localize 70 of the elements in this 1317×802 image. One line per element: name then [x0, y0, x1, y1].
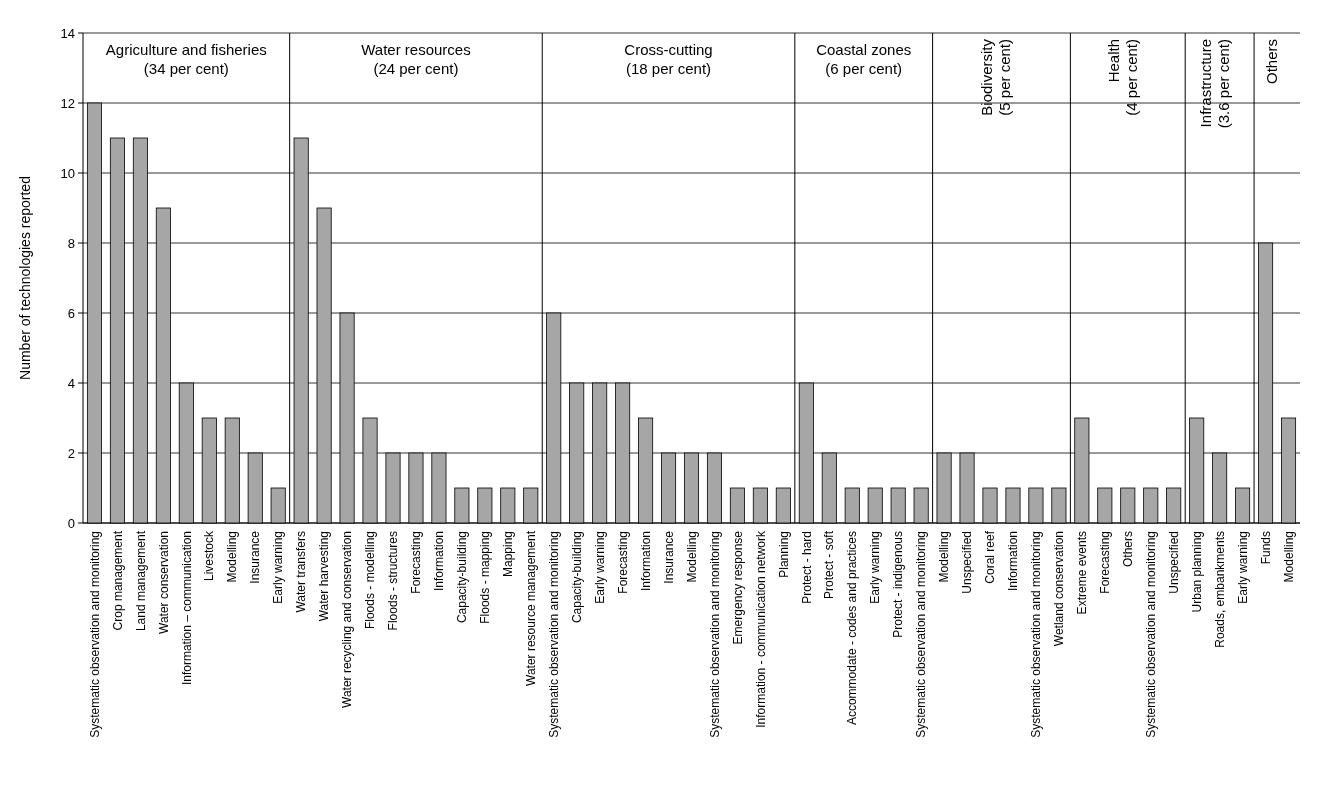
x-tick-label: Information - communication network	[753, 530, 768, 728]
x-tick-label: Systematic observation and monitoring	[87, 531, 102, 738]
x-tick-label: Funds	[1258, 531, 1273, 565]
x-tick-label: Unspecified	[960, 531, 975, 594]
x-tick-label: Systematic observation and monitoring	[914, 531, 929, 738]
annotation: Infrastructure (3.6 per cent)	[1196, 39, 1232, 129]
x-tick-label: Modelling	[225, 531, 240, 583]
x-tick-label: Modelling	[684, 531, 699, 583]
x-tick-label: Accommodate - codes and practices	[845, 531, 860, 726]
y-tick-label: 0	[67, 515, 75, 531]
x-tick-label: Systematic observation and monitoring	[707, 531, 722, 738]
y-tick-label: 10	[60, 165, 75, 181]
x-tick-label: Forecasting	[615, 531, 630, 594]
x-tick-label: Emergency response	[730, 530, 745, 645]
y-tick-label: 12	[60, 95, 75, 111]
x-tick-label: Capacity-building	[569, 531, 584, 624]
x-tick-label: Planning	[776, 531, 791, 578]
x-tick-label: Systematic observation and monitoring	[546, 531, 561, 738]
annotation: Agriculture and fisheries (34 per cent)	[105, 41, 267, 77]
x-tick-label: Capacity-building	[455, 531, 470, 624]
x-tick-label: Early warning	[1235, 531, 1250, 604]
x-tick-label: Early warning	[868, 531, 883, 604]
x-tick-label: Early warning	[271, 531, 286, 604]
x-tick-label: Crop management	[110, 530, 125, 631]
x-tick-label: Floods - mapping	[478, 531, 493, 624]
x-tick-label: Insurance	[661, 530, 676, 584]
x-tick-label: Forecasting	[409, 531, 424, 594]
x-tick-label: Floods - modelling	[363, 531, 378, 630]
x-tick-label: Systematic observation and monitoring	[1143, 531, 1158, 738]
x-tick-label: Information	[1006, 531, 1021, 592]
y-axis-title: Number of technologies reported	[17, 176, 33, 380]
x-tick-label: Protect - indigenous	[891, 531, 906, 638]
annotation: Coastal zones (6 per cent)	[816, 41, 912, 77]
y-tick-label: 2	[67, 445, 75, 461]
x-tick-label: Water recycling and conservation	[340, 531, 355, 708]
x-tick-label: Early warning	[592, 531, 607, 604]
x-tick-label: Urban planning	[1189, 531, 1204, 613]
x-tick-label: Forecasting	[1098, 531, 1113, 594]
x-tick-label: Modelling	[1281, 531, 1296, 583]
x-tick-label: Insurance	[248, 530, 263, 584]
x-tick-label: Mapping	[501, 531, 515, 578]
x-tick-label: Modelling	[937, 531, 952, 583]
y-tick-label: 6	[67, 305, 75, 321]
x-tick-label: Systematic observation and monitoring	[1029, 531, 1044, 738]
x-tick-label: Information – communication	[179, 531, 194, 686]
x-tick-label: Protect - soft	[822, 530, 837, 600]
x-tick-label: Water resource management	[523, 530, 538, 686]
x-tick-label: Roads, embankments	[1212, 531, 1227, 648]
annotation: Others	[1263, 39, 1281, 85]
x-tick-label: Land management	[133, 530, 148, 632]
x-tick-label: Floods - structures	[386, 531, 401, 631]
annotation: Biodiversity (5 per cent)	[978, 38, 1014, 116]
annotation: Cross-cutting (18 per cent)	[624, 41, 713, 77]
x-tick-label: Extreme events	[1075, 531, 1090, 615]
x-tick-label: Water harvesting	[317, 531, 332, 622]
annotation: Health (4 per cent)	[1104, 39, 1140, 116]
x-tick-label: Others	[1120, 531, 1135, 568]
x-tick-label: Livestock	[202, 530, 217, 582]
y-tick-label: 4	[67, 375, 75, 391]
x-tick-label: Water transfers	[294, 531, 309, 613]
x-tick-label: Unspecified	[1166, 531, 1181, 594]
x-tick-label: Information	[638, 531, 653, 592]
y-tick-label: 14	[60, 25, 75, 41]
annotation: Water resources (24 per cent)	[361, 41, 471, 77]
x-tick-label: Wetland conservation	[1052, 531, 1067, 647]
x-tick-label: Water conservation	[156, 531, 171, 634]
x-tick-label: Information	[432, 531, 447, 592]
x-tick-label: Protect - hard	[799, 531, 814, 604]
y-tick-label: 8	[67, 235, 75, 251]
x-tick-label: Coral reef	[983, 530, 998, 584]
